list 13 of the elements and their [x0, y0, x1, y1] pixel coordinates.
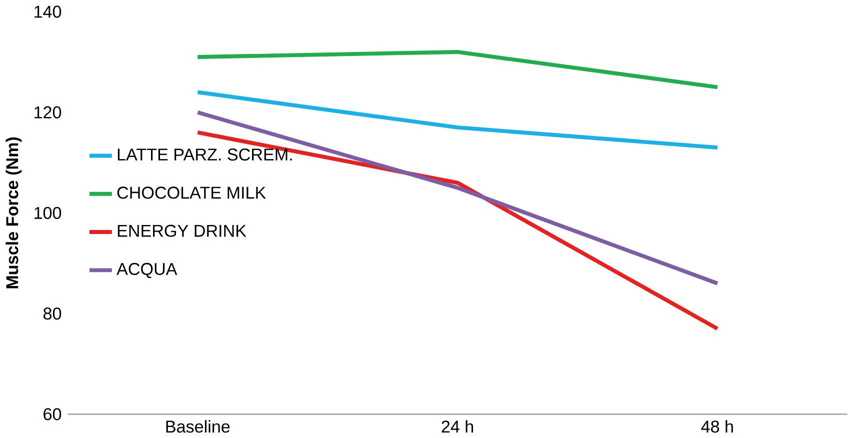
y-tick-label: 100	[34, 206, 62, 219]
legend-label: ENERGY DRINK	[118, 224, 246, 237]
y-tick-label: 120	[34, 106, 62, 118]
legend-label: ACQUA	[116, 262, 178, 278]
x-tick-label: 48 h	[701, 420, 733, 432]
y-tick-label: 140	[34, 5, 62, 18]
legend-label: CHOCOLATE MILK	[117, 186, 266, 199]
x-tick-label: 24 h	[442, 420, 474, 432]
legend-label: LATTE PARZ. SCREM.	[118, 148, 292, 160]
y-tick-label: 60	[44, 408, 62, 420]
x-tick-label: Baseline	[166, 420, 230, 432]
y-tick-label: 80	[44, 307, 62, 320]
y-axis-title: Muscle Force (Nm)	[6, 137, 22, 288]
